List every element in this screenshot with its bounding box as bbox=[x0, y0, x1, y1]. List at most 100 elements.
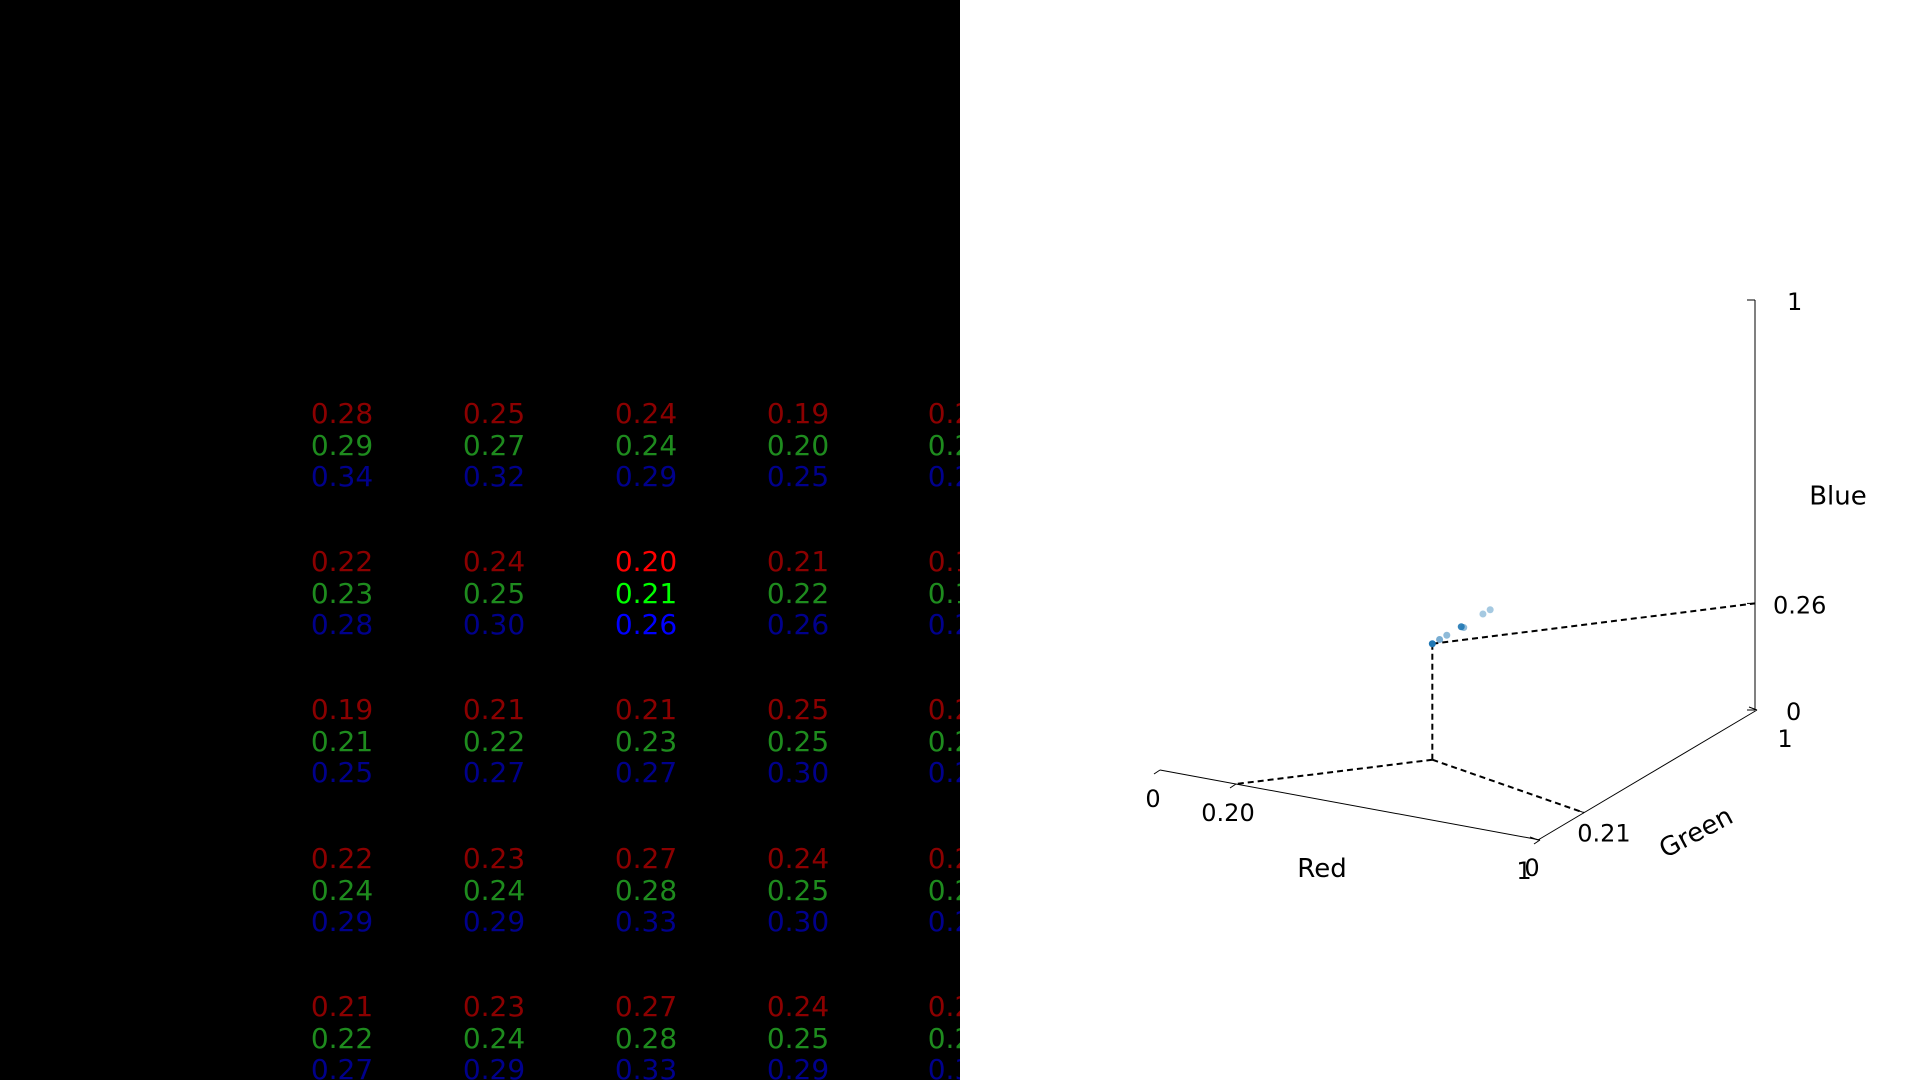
green-value: 0.28 bbox=[614, 873, 678, 907]
red-value: 0.2 bbox=[927, 842, 960, 875]
scatter-point bbox=[1436, 635, 1444, 643]
green-value: 0.2 bbox=[927, 724, 960, 758]
blue-value: 0.3 bbox=[927, 1053, 960, 1080]
red-value: 0.23 bbox=[462, 990, 526, 1023]
blue-value: 0.28 bbox=[310, 608, 374, 641]
red-value: 0.21 bbox=[462, 693, 526, 726]
blue-value: 0.2 bbox=[927, 756, 960, 789]
green-value: 0.24 bbox=[462, 873, 526, 907]
green-value: 0.1 bbox=[927, 576, 960, 610]
green-value: 0.20 bbox=[766, 428, 830, 462]
scatter-point bbox=[1443, 631, 1451, 639]
z-tick-label: 1 bbox=[1787, 288, 1802, 316]
scatter-point bbox=[1460, 624, 1468, 632]
green-value: 0.25 bbox=[462, 576, 526, 610]
pixel-cell: 0.22 0.24 0.29 bbox=[287, 843, 397, 938]
green-value: 0.2 bbox=[927, 873, 960, 907]
blue-value: 0.34 bbox=[310, 460, 374, 493]
red-value: 0.24 bbox=[766, 842, 830, 875]
blue-value: 0.29 bbox=[462, 1053, 526, 1080]
pixel-cell: 0.20.20.2 bbox=[895, 843, 960, 938]
pixel-cell: 0.19 0.21 0.25 bbox=[287, 694, 397, 789]
blue-value: 0.29 bbox=[766, 1053, 830, 1080]
x-axis-label: Red bbox=[1297, 854, 1346, 884]
red-value: 0.25 bbox=[766, 693, 830, 726]
red-value: 0.23 bbox=[462, 842, 526, 875]
x-tick-label: 1 bbox=[1516, 857, 1531, 885]
red-value: 0.24 bbox=[614, 397, 678, 430]
pixel-cell: 0.19 0.20 0.25 bbox=[743, 398, 853, 493]
pixel-cell: 0.10.10.2 bbox=[895, 546, 960, 641]
red-value: 0.19 bbox=[310, 693, 374, 726]
blue-value: 0.29 bbox=[310, 905, 374, 938]
red-value: 0.22 bbox=[310, 545, 374, 578]
blue-value: 0.27 bbox=[614, 756, 678, 789]
pixel-cell: 0.21 0.22 0.27 bbox=[287, 991, 397, 1080]
x-tick bbox=[1153, 769, 1161, 775]
pixel-cell: 0.24 0.25 0.30 bbox=[743, 843, 853, 938]
red-value: 0.2 bbox=[927, 990, 960, 1023]
pixel-value-grid: 0.28 0.29 0.34 0.25 0.27 0.32 0.24 0.24 0.29 0.19… bbox=[0, 0, 960, 1080]
green-value: 0.24 bbox=[462, 1021, 526, 1055]
scatter-point bbox=[1479, 610, 1487, 618]
pixel-cell: 0.23 0.24 0.29 bbox=[439, 991, 549, 1080]
y-axis-line bbox=[1537, 709, 1758, 841]
z-tick-label: 0.26 bbox=[1773, 591, 1826, 619]
green-value: 0.22 bbox=[766, 576, 830, 610]
x-tick bbox=[1533, 839, 1541, 845]
blue-value: 0.30 bbox=[462, 608, 526, 641]
pixel-cell: 0.20.20.2 bbox=[895, 694, 960, 789]
blue-value: 0.27 bbox=[462, 756, 526, 789]
blue-value: 0.2 bbox=[927, 460, 960, 493]
green-value: 0.21 bbox=[310, 724, 374, 758]
blue-value: 0.29 bbox=[462, 905, 526, 938]
z-tick-label: 0 bbox=[1786, 698, 1801, 726]
blue-value: 0.2 bbox=[927, 905, 960, 938]
blue-value: 0.25 bbox=[310, 756, 374, 789]
green-value: 0.25 bbox=[766, 1021, 830, 1055]
green-value: 0.2 bbox=[927, 1021, 960, 1055]
red-value: 0.24 bbox=[766, 990, 830, 1023]
red-value: 0.20 bbox=[614, 545, 678, 578]
pixel-cell: 0.24 0.24 0.29 bbox=[591, 398, 701, 493]
x-tick-label: 0.20 bbox=[1201, 799, 1254, 827]
green-value: 0.29 bbox=[310, 428, 374, 462]
green-value: 0.23 bbox=[614, 724, 678, 758]
pixel-cell: 0.24 0.25 0.30 bbox=[439, 546, 549, 641]
blue-value: 0.32 bbox=[462, 460, 526, 493]
red-value: 0.21 bbox=[310, 990, 374, 1023]
red-value: 0.28 bbox=[310, 397, 374, 430]
pixel-cell: 0.22 0.23 0.28 bbox=[287, 546, 397, 641]
pixel-cell: 0.27 0.28 0.33 bbox=[591, 991, 701, 1080]
green-value: 0.2 bbox=[927, 428, 960, 462]
blue-value: 0.26 bbox=[766, 608, 830, 641]
red-value: 0.27 bbox=[614, 990, 678, 1023]
guide-to-blue-tick bbox=[1432, 602, 1756, 645]
green-value: 0.25 bbox=[766, 873, 830, 907]
red-value: 0.27 bbox=[614, 842, 678, 875]
pixel-cell: 0.25 0.25 0.30 bbox=[743, 694, 853, 789]
pixel-cell: 0.28 0.29 0.34 bbox=[287, 398, 397, 493]
green-value: 0.25 bbox=[766, 724, 830, 758]
x-axis-line bbox=[1159, 769, 1541, 841]
blue-value: 0.26 bbox=[614, 608, 678, 641]
red-value: 0.1 bbox=[927, 545, 960, 578]
blue-value: 0.25 bbox=[766, 460, 830, 493]
pixel-cell: 0.25 0.27 0.32 bbox=[439, 398, 549, 493]
green-value: 0.22 bbox=[310, 1021, 374, 1055]
guide-to-green-tick bbox=[1432, 758, 1585, 814]
y-tick bbox=[1748, 706, 1758, 711]
green-value: 0.27 bbox=[462, 428, 526, 462]
blue-value: 0.33 bbox=[614, 1053, 678, 1080]
blue-value: 0.30 bbox=[766, 756, 830, 789]
scatter-point bbox=[1428, 640, 1436, 648]
pixel-cell: 0.23 0.24 0.29 bbox=[439, 843, 549, 938]
z-axis-label: Blue bbox=[1809, 482, 1867, 512]
green-value: 0.22 bbox=[462, 724, 526, 758]
blue-value: 0.33 bbox=[614, 905, 678, 938]
pixel-cell: 0.20 0.21 0.26 bbox=[591, 546, 701, 641]
red-value: 0.2 bbox=[927, 693, 960, 726]
blue-value: 0.30 bbox=[766, 905, 830, 938]
